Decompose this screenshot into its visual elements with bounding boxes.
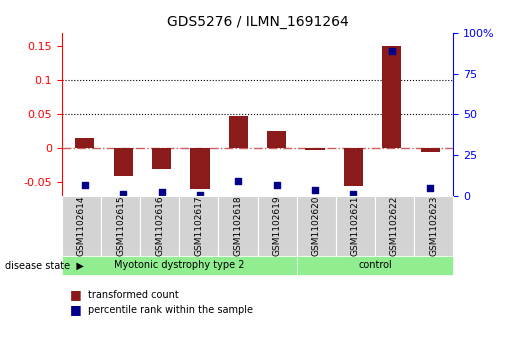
Text: GSM1102614: GSM1102614 xyxy=(77,196,86,256)
Text: GSM1102621: GSM1102621 xyxy=(351,196,360,256)
Bar xyxy=(152,148,171,169)
Text: GSM1102620: GSM1102620 xyxy=(312,196,321,256)
Text: GSM1102618: GSM1102618 xyxy=(233,196,243,256)
Text: percentile rank within the sample: percentile rank within the sample xyxy=(88,305,252,315)
Bar xyxy=(344,148,363,186)
Text: control: control xyxy=(358,260,392,270)
Text: GSM1102619: GSM1102619 xyxy=(272,196,282,256)
Point xyxy=(426,185,434,191)
Bar xyxy=(191,148,210,189)
Bar xyxy=(114,148,133,176)
Point xyxy=(158,189,166,195)
Bar xyxy=(382,46,401,148)
Title: GDS5276 / ILMN_1691264: GDS5276 / ILMN_1691264 xyxy=(167,15,348,29)
Bar xyxy=(421,148,440,152)
Bar xyxy=(229,116,248,148)
Point xyxy=(388,48,396,54)
Bar xyxy=(75,138,94,148)
Point xyxy=(119,191,127,196)
Point xyxy=(234,178,243,183)
Text: ■: ■ xyxy=(70,288,81,301)
Point xyxy=(272,182,281,187)
Text: GSM1102616: GSM1102616 xyxy=(155,196,164,256)
Text: transformed count: transformed count xyxy=(88,290,178,300)
Point xyxy=(311,187,319,193)
Point xyxy=(196,192,204,198)
Point xyxy=(81,182,89,188)
Text: ■: ■ xyxy=(70,303,81,317)
Text: GSM1102617: GSM1102617 xyxy=(194,196,203,256)
Bar xyxy=(305,148,324,150)
Point xyxy=(349,191,357,197)
Bar xyxy=(267,131,286,148)
Text: disease state  ▶: disease state ▶ xyxy=(5,260,84,270)
Text: Myotonic dystrophy type 2: Myotonic dystrophy type 2 xyxy=(114,260,245,270)
Text: GSM1102622: GSM1102622 xyxy=(390,196,399,256)
Text: GSM1102623: GSM1102623 xyxy=(429,196,438,256)
Text: GSM1102615: GSM1102615 xyxy=(116,196,125,256)
